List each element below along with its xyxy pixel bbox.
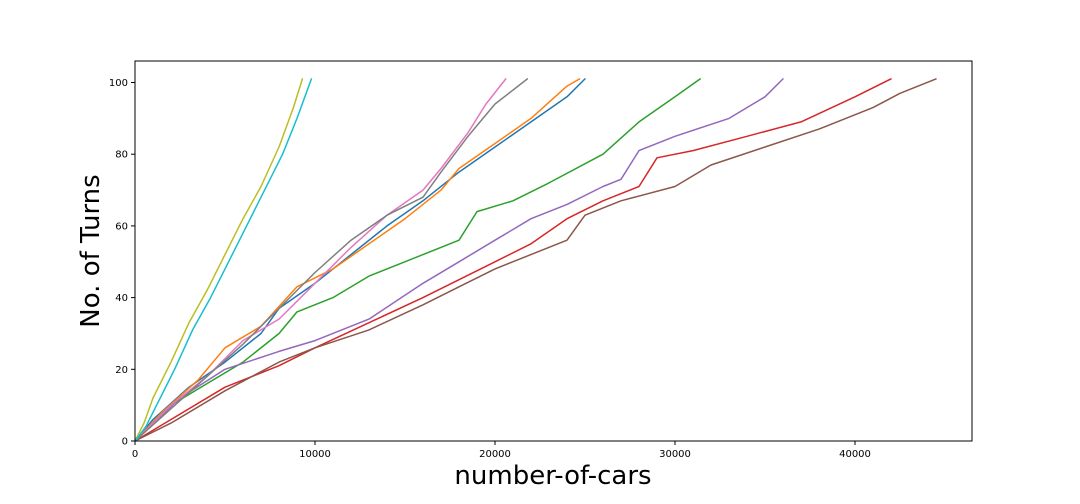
x-tick-label: 30000 [659,449,691,460]
series-line-8 [134,78,529,442]
plot-frame [134,60,973,442]
x-tick-label: 20000 [479,449,511,460]
x-axis-title: number-of-cars [454,461,651,491]
plot-lines [134,78,937,442]
series-line-10 [134,78,313,442]
series-line-9 [134,78,304,442]
series-line-5 [134,78,784,442]
y-tick-label: 60 [115,221,128,232]
series-line-6 [134,78,937,442]
series-line-2 [134,78,581,442]
y-axis-title: No. of Turns [76,174,106,327]
series-line-3 [134,78,701,442]
x-tick-label: 10000 [299,449,331,460]
series-line-4 [134,78,892,442]
y-tick-label: 80 [115,150,128,161]
y-axis: 0 20 40 60 80 100 [109,78,135,448]
x-tick-label: 40000 [839,449,871,460]
series-line-1 [134,78,586,442]
y-tick-label: 100 [109,78,128,89]
y-tick-label: 40 [115,293,128,304]
x-tick-label: 0 [132,449,138,460]
y-tick-label: 0 [122,437,128,448]
x-axis: 0 10000 20000 30000 40000 [132,441,871,460]
y-tick-label: 20 [115,365,128,376]
